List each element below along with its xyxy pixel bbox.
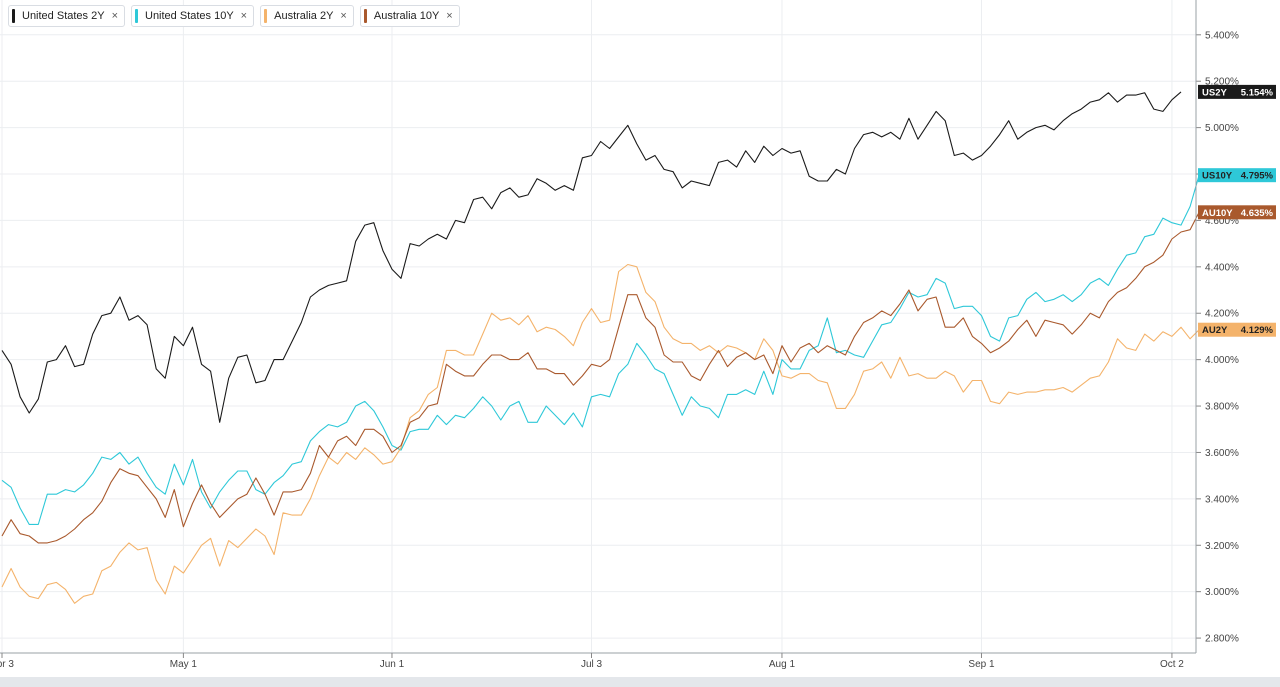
last-value-number: 4.795% [1241,171,1274,182]
y-tick-label: 3.200% [1205,541,1239,552]
grid-lines [0,0,1196,653]
legend-label: Australia 2Y [274,10,334,22]
y-tick-label: 4.200% [1205,309,1239,320]
series-line-au2y [1,263,1200,604]
y-tick-label: 5.400% [1205,30,1239,41]
legend-item-au10y[interactable]: Australia 10Y × [359,5,460,27]
series-line-us10y [1,175,1200,525]
legend-label: United States 2Y [22,10,105,22]
last-value-number: 4.129% [1241,325,1274,336]
legend-label: Australia 10Y [373,10,440,22]
last-value-symbol: US10Y [1202,171,1233,182]
legend-item-au2y[interactable]: Australia 2Y × [260,5,354,27]
last-value-tag-au10y [1198,205,1276,220]
last-value-symbol: AU2Y [1202,325,1228,336]
y-tick-label: 4.400% [1205,262,1239,273]
last-value-number: 4.635% [1241,208,1274,219]
y-tick-label: 3.800% [1205,402,1239,413]
legend-swatch [264,9,268,23]
y-tick-label: 3.000% [1205,587,1239,598]
series-lines[interactable] [1,91,1200,604]
last-value-symbol: US2Y [1202,87,1227,98]
last-value-tag-au2y [1198,322,1276,337]
legend-item-us2y[interactable]: United States 2Y × [8,5,125,27]
y-tick-label: 4.600% [1205,216,1239,227]
legend-swatch [363,9,367,23]
y-tick-label: 5.200% [1205,77,1239,88]
x-tick-label: Jun 1 [380,659,405,670]
y-tick-label: 5.000% [1205,123,1239,134]
y-tick-label: 2.800% [1205,634,1239,645]
y-tick-label: 3.600% [1205,448,1239,459]
legend-item-us10y[interactable]: United States 10Y × [131,5,255,27]
x-tick-label: May 1 [170,659,198,670]
x-axis: Apr 3 May 1 Jun 1 Jul 3 Aug 1 Sep 1 Oct 2 [0,652,1196,670]
series-line-us2y [1,91,1182,423]
x-tick-label: Sep 1 [968,659,995,670]
horizontal-scrollbar[interactable] [0,677,1280,687]
y-tick-label: 3.400% [1205,494,1239,505]
last-value-number: 5.154% [1241,87,1274,98]
legend: United States 2Y × United States 10Y × A… [8,5,460,27]
x-tick-label: Oct 2 [1160,659,1184,670]
last-value-symbol: AU10Y [1202,208,1233,219]
x-tick-label: Aug 1 [769,659,796,670]
legend-swatch [12,9,15,23]
x-tick-label: Jul 3 [581,659,603,670]
close-icon[interactable]: × [111,10,118,22]
series-line-au10y [1,212,1200,544]
last-value-labels: US2Y 5.154% US10Y 4.795% AU2Y 4.129% AU10Y 4.63… [1198,84,1276,337]
x-tick-label: Apr 3 [0,659,14,670]
legend-label: United States 10Y [145,10,234,22]
y-tick-label: 4.000% [1205,355,1239,366]
legend-swatch [135,9,138,23]
close-icon[interactable]: × [240,10,248,22]
last-value-tag-us2y [1198,84,1276,99]
last-value-tag-us10y [1198,168,1276,183]
close-icon[interactable]: × [446,10,453,22]
close-icon[interactable]: × [340,10,347,22]
